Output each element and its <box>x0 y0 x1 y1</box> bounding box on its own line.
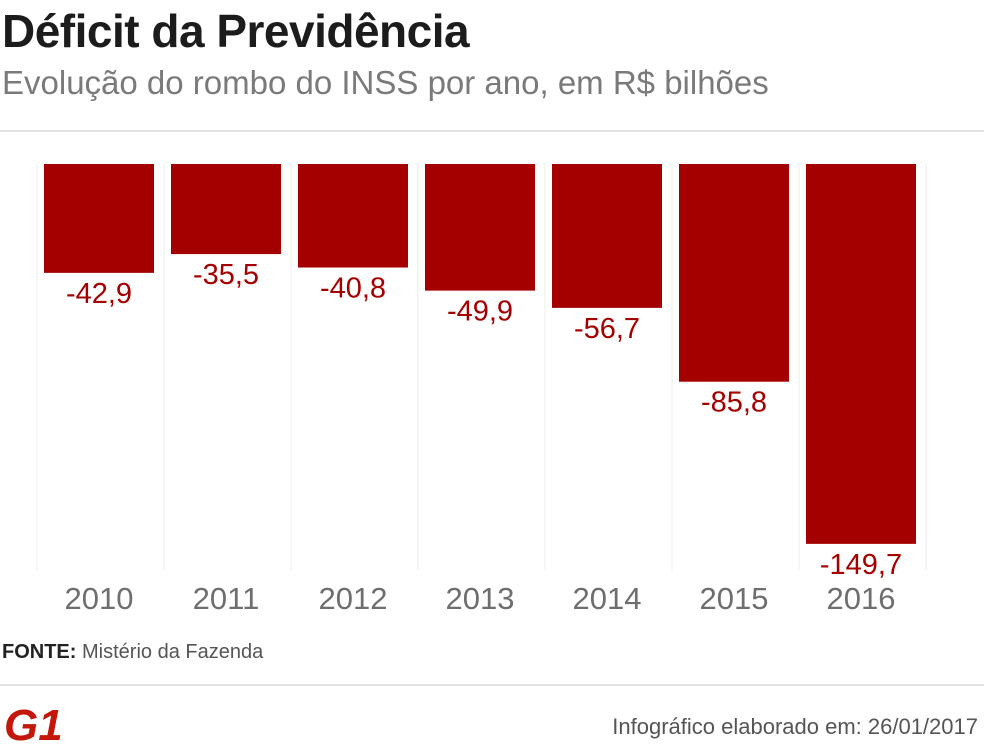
bar-2013 <box>425 164 535 291</box>
chart-title: Déficit da Previdência <box>2 5 470 57</box>
x-tick-label-2013: 2013 <box>446 581 515 616</box>
bar-2010 <box>44 164 154 273</box>
value-label-2016: -149,7 <box>820 549 902 581</box>
source-note: FONTE: Mistério da Fazenda <box>2 641 263 664</box>
bar-2015 <box>679 164 789 382</box>
x-tick-label-2011: 2011 <box>193 581 260 616</box>
x-tick-label-2015: 2015 <box>700 581 769 616</box>
bar-2012 <box>298 164 408 268</box>
bottom-divider <box>0 684 984 686</box>
bar-2011 <box>171 164 281 255</box>
bar-2016 <box>806 164 916 544</box>
chart-subtitle: Evolução do rombo do INSS por ano, em R$… <box>2 64 769 101</box>
source-label: FONTE: <box>2 641 77 663</box>
value-label-2013: -49,9 <box>447 296 513 328</box>
bar-2014 <box>552 164 662 308</box>
value-label-2015: -85,8 <box>701 387 767 419</box>
g1-logo-text: G1 <box>4 701 62 746</box>
footer-credit: Infográfico elaborado em: 26/01/2017 <box>612 714 978 739</box>
value-label-2012: -40,8 <box>320 273 386 305</box>
value-label-2014: -56,7 <box>574 313 640 345</box>
source-text: Mistério da Fazenda <box>82 641 264 663</box>
x-tick-label-2014: 2014 <box>573 581 642 616</box>
x-tick-label-2016: 2016 <box>827 581 896 616</box>
bar-chart: -42,9 2010 -35,5 2011 -40,8 2012 -49,9 2013 -56,… <box>36 164 927 616</box>
value-label-2011: -35,5 <box>193 259 259 291</box>
top-divider <box>0 130 984 132</box>
value-label-2010: -42,9 <box>66 278 132 310</box>
g1-logo: G1 <box>4 701 62 746</box>
x-tick-label-2010: 2010 <box>65 581 134 616</box>
x-tick-label-2012: 2012 <box>319 581 388 616</box>
